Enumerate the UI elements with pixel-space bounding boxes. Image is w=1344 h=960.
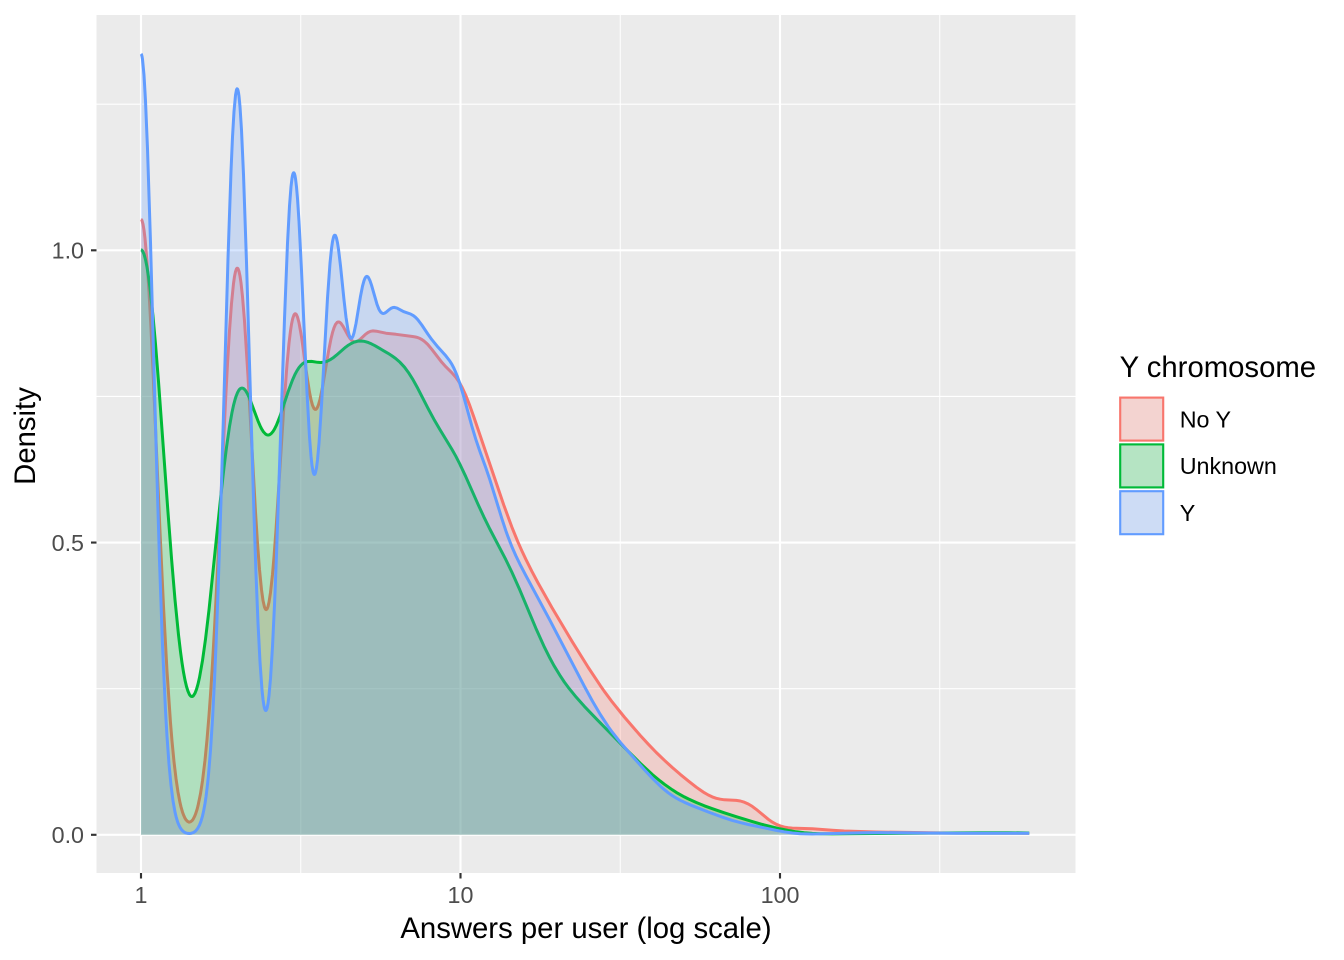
svg-text:1.0: 1.0 (52, 238, 84, 264)
svg-text:Density: Density (9, 387, 42, 485)
svg-text:10: 10 (448, 882, 474, 908)
svg-text:No Y: No Y (1180, 406, 1232, 432)
svg-text:100: 100 (761, 882, 800, 908)
svg-text:Unknown: Unknown (1180, 453, 1277, 479)
svg-text:Y chromosome: Y chromosome (1120, 351, 1316, 384)
svg-text:0.0: 0.0 (52, 822, 84, 848)
svg-text:Y: Y (1180, 500, 1196, 526)
svg-text:0.5: 0.5 (52, 530, 84, 556)
svg-text:1: 1 (135, 882, 148, 908)
svg-text:Answers per user (log scale): Answers per user (log scale) (400, 912, 771, 945)
